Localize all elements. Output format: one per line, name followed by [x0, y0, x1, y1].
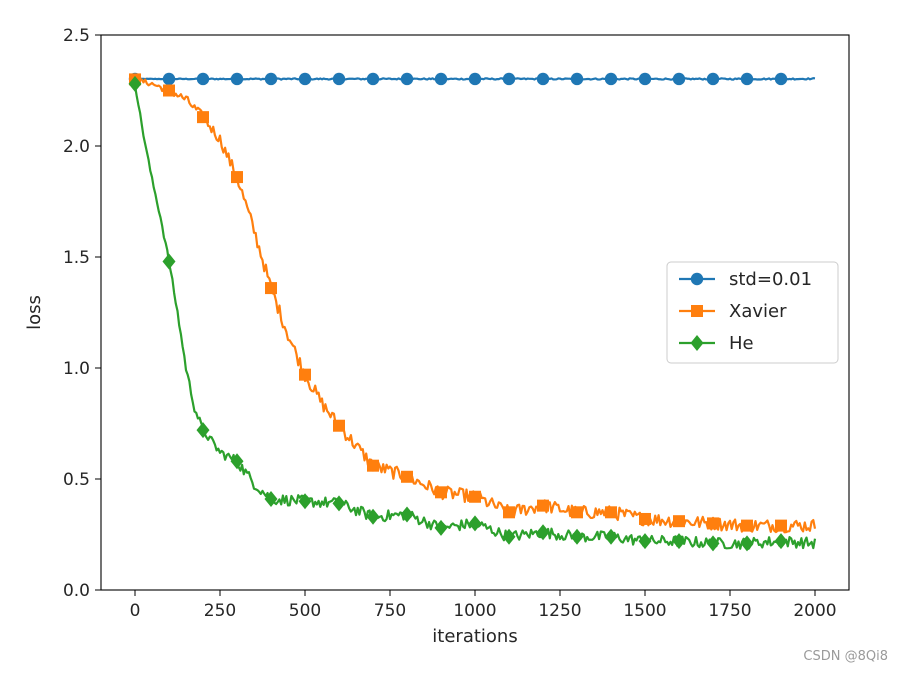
x-axis-label: iterations — [432, 626, 517, 647]
series-0-marker — [570, 72, 584, 86]
series-1-marker — [503, 506, 515, 519]
series-2-marker — [468, 515, 482, 532]
series-2-marker — [774, 533, 788, 550]
x-tick-label: 1750 — [708, 601, 751, 621]
legend-label: std=0.01 — [729, 269, 812, 290]
y-tick-label: 0.0 — [63, 581, 90, 601]
y-tick-label: 1.5 — [63, 248, 90, 268]
x-tick-label: 0 — [130, 601, 141, 621]
legend-label: He — [729, 333, 754, 354]
series-1-marker — [435, 486, 447, 499]
series-0-marker — [366, 72, 380, 86]
legend-marker — [690, 335, 704, 351]
series-2-marker — [332, 495, 346, 512]
y-axis-label: loss — [24, 295, 45, 330]
series-0-marker — [536, 72, 550, 86]
series-0-marker — [638, 72, 652, 86]
series-2-marker — [502, 528, 516, 545]
series-2-marker — [264, 490, 278, 507]
y-tick-label: 0.5 — [63, 470, 90, 490]
x-tick-label: 250 — [204, 601, 236, 621]
series-0-marker — [230, 72, 244, 86]
y-tick-label: 2.5 — [63, 26, 90, 46]
watermark-text: CSDN @8Qi8 — [803, 649, 888, 664]
series-0-marker — [502, 72, 516, 86]
x-tick-label: 750 — [374, 601, 406, 621]
x-tick-label: 1000 — [453, 601, 496, 621]
x-tick-label: 500 — [289, 601, 321, 621]
series-0-marker — [196, 72, 210, 86]
legend-marker — [691, 305, 703, 317]
series-1-marker — [741, 519, 753, 532]
series-1-marker — [605, 506, 617, 519]
series-2-marker — [196, 422, 210, 439]
series-2-marker — [570, 528, 584, 545]
series-2-marker — [298, 493, 312, 510]
series-2-marker — [128, 75, 142, 92]
x-tick-label: 1250 — [538, 601, 581, 621]
series-0-marker — [298, 72, 312, 86]
series-0-marker — [672, 72, 686, 86]
series-1-marker — [571, 506, 583, 519]
series-1-marker — [367, 459, 379, 472]
series-2-marker — [434, 519, 448, 536]
series-0-marker — [162, 72, 176, 86]
series-0-marker — [332, 72, 346, 86]
series-2-marker — [536, 524, 550, 541]
series-0-marker — [468, 72, 482, 86]
series-2-marker — [706, 535, 720, 552]
series-1-marker — [639, 512, 651, 525]
series-1-marker — [537, 499, 549, 512]
series-2-marker — [638, 533, 652, 550]
y-tick-label: 2.0 — [63, 137, 90, 157]
series-0-marker — [264, 72, 278, 86]
series-0-marker — [706, 72, 720, 86]
series-2-marker — [740, 535, 754, 552]
series-0-marker — [400, 72, 414, 86]
legend-box — [666, 261, 839, 364]
series-0-marker — [604, 72, 618, 86]
series-2-marker — [604, 528, 618, 545]
series-1-marker — [299, 368, 311, 381]
series-2-marker — [672, 533, 686, 550]
legend-marker — [690, 272, 704, 286]
series-2-marker — [366, 508, 380, 525]
series-2-marker — [230, 453, 244, 470]
series-2-marker — [162, 253, 176, 270]
series-1-marker — [197, 111, 209, 124]
series-1-marker — [469, 490, 481, 503]
series-2-marker — [400, 506, 414, 523]
series-1-marker — [163, 84, 175, 97]
x-tick-label: 2000 — [793, 601, 836, 621]
series-1-marker — [401, 470, 413, 483]
y-tick-label: 1.0 — [63, 359, 90, 379]
series-0-marker — [434, 72, 448, 86]
x-tick-label: 1500 — [623, 601, 666, 621]
series-0-marker — [774, 72, 788, 86]
legend-label: Xavier — [729, 301, 787, 322]
series-1-marker — [231, 171, 243, 184]
series-1-marker — [673, 515, 685, 528]
series-1-marker — [333, 419, 345, 432]
series-0-marker — [740, 72, 754, 86]
series-1-marker — [707, 517, 719, 530]
series-1-marker — [775, 519, 787, 532]
series-1-marker — [265, 282, 277, 295]
